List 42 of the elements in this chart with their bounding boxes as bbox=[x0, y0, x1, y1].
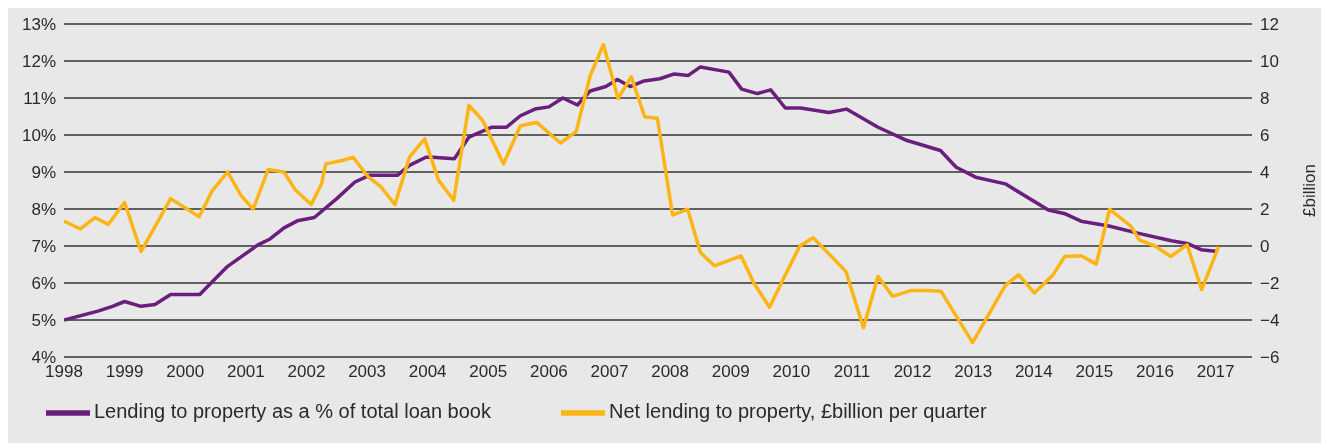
x-tick-label: 2009 bbox=[711, 362, 750, 382]
y2-axis-title: £billion bbox=[1300, 164, 1320, 217]
x-tick-label: 2003 bbox=[348, 362, 386, 382]
x-tick-label: 2013 bbox=[954, 362, 993, 382]
y2-tick-label: 4 bbox=[1260, 163, 1270, 183]
y2-tick-label: 6 bbox=[1260, 126, 1270, 146]
y2-tick-label: 10 bbox=[1260, 52, 1279, 72]
x-tick-label: 2016 bbox=[1136, 362, 1174, 382]
x-tick-label: 2008 bbox=[651, 362, 690, 382]
x-tick-label: 2005 bbox=[469, 362, 508, 382]
line-series bbox=[64, 42, 1221, 345]
y-tick-label: 12% bbox=[21, 52, 56, 72]
x-tick-label: 2012 bbox=[893, 362, 932, 382]
x-tick-label: 2010 bbox=[772, 362, 811, 382]
y-tick-label: 5% bbox=[31, 311, 56, 331]
y2-tick-label: 12 bbox=[1260, 15, 1279, 35]
y-tick-label: 11% bbox=[23, 89, 56, 109]
x-tick-label: 2014 bbox=[1014, 362, 1053, 382]
x-tick-label: 2017 bbox=[1196, 362, 1235, 382]
y-tick-label: 9% bbox=[31, 163, 56, 183]
y-tick-label: 13% bbox=[21, 15, 56, 35]
y2-tick-label: −4 bbox=[1260, 311, 1280, 331]
x-tick-label: 2004 bbox=[408, 362, 447, 382]
y2-tick-label: 2 bbox=[1260, 200, 1270, 220]
x-tick-label: 2000 bbox=[166, 362, 205, 382]
y-tick-label: 6% bbox=[31, 274, 56, 294]
x-tick-label: 1999 bbox=[105, 362, 144, 382]
y2-tick-label: −2 bbox=[1260, 274, 1280, 294]
y2-tick-label: 8 bbox=[1260, 89, 1270, 109]
y2-tick-label: −6 bbox=[1260, 348, 1280, 368]
y-tick-label: 7% bbox=[31, 237, 56, 257]
x-tick-label: 2011 bbox=[833, 362, 871, 382]
legend-label: Net lending to property, £billion per quarter bbox=[608, 400, 987, 423]
y2-tick-label: 0 bbox=[1260, 237, 1270, 257]
x-tick-label: 2006 bbox=[529, 362, 568, 382]
y-tick-label: 10% bbox=[21, 126, 56, 146]
legend-label: Lending to property as a % of total loan book bbox=[94, 400, 491, 423]
y-tick-label: 8% bbox=[31, 200, 56, 220]
x-tick-label: 2002 bbox=[287, 362, 326, 382]
x-tick-label: 2007 bbox=[590, 362, 629, 382]
x-tick-label: 2015 bbox=[1075, 362, 1114, 382]
x-tick-label: 2001 bbox=[226, 362, 265, 382]
